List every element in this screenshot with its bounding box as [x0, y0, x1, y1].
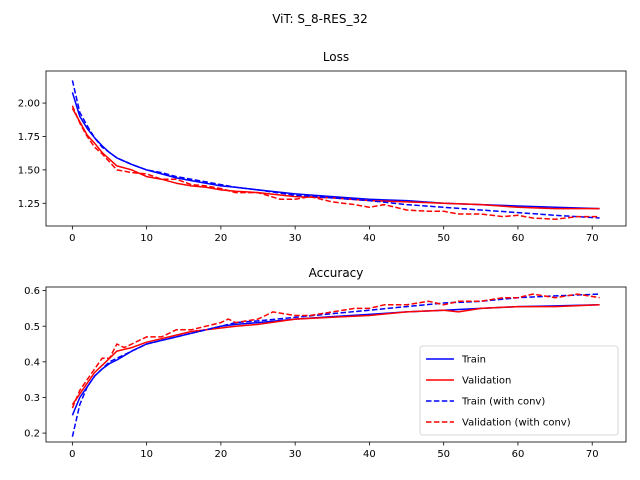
x-tick-label: 40 [363, 449, 376, 460]
loss-panel: Loss 0 10 20 30 40 50 60 70 1.25 1.50 1.75 2.00 [18, 50, 627, 244]
series-line-validation-with-conv [71, 293, 600, 409]
x-tick-label: 50 [437, 449, 450, 460]
series-line-train-with-conv [71, 80, 600, 219]
accuracy-panel: Accuracy 0 10 20 30 40 50 60 70 0.2 0.3 0.4 0.5 0.6 Tr… [24, 266, 627, 460]
y-tick-label: 1.75 [18, 132, 40, 143]
x-tick-label: 20 [215, 233, 228, 244]
y-tick-label: 0.5 [24, 322, 40, 333]
x-tick-label: 50 [437, 233, 450, 244]
x-tick-label: 0 [69, 449, 75, 460]
legend-label: Train [461, 355, 486, 366]
axes-frame [45, 286, 627, 443]
y-tick-label: 1.25 [18, 199, 40, 210]
series-line-validation [71, 108, 600, 210]
x-tick-label: 70 [586, 233, 599, 244]
legend-frame [419, 345, 619, 436]
x-tick-label: 30 [289, 233, 302, 244]
series-line-validation-with-conv [71, 105, 600, 221]
x-tick-label: 30 [289, 449, 302, 460]
x-tick-label: 40 [363, 233, 376, 244]
series-line-train-with-conv [71, 293, 600, 437]
y-tick-label: 2.00 [18, 99, 40, 110]
y-tick-label: 0.6 [24, 286, 40, 297]
axes-frame [45, 70, 627, 227]
x-tick-label: 60 [512, 233, 525, 244]
legend: Train Validation Train (with conv) Validati… [419, 345, 619, 436]
y-tick-label: 0.3 [24, 393, 40, 404]
x-tick-label: 0 [69, 233, 75, 244]
axes-title: Loss [323, 50, 349, 64]
legend-label: Train (with conv) [461, 397, 545, 408]
x-tick-label: 10 [140, 233, 153, 244]
x-tick-label: 60 [512, 449, 525, 460]
y-tick-label: 0.4 [24, 357, 40, 368]
series-group [71, 293, 600, 437]
legend-label: Validation (with conv) [462, 418, 571, 429]
y-tick-label: 1.50 [18, 165, 40, 176]
axes-title: Accuracy [309, 266, 364, 280]
x-tick-label: 10 [140, 449, 153, 460]
x-tick-label: 70 [586, 449, 599, 460]
series-line-train [71, 92, 600, 210]
series-group [71, 80, 600, 221]
x-tick-label: 20 [215, 449, 228, 460]
legend-label: Validation [462, 376, 511, 387]
figure-title: ViT: S_8-RES_32 [272, 12, 368, 26]
series-line-validation [71, 304, 600, 406]
y-tick-label: 0.2 [24, 429, 40, 440]
